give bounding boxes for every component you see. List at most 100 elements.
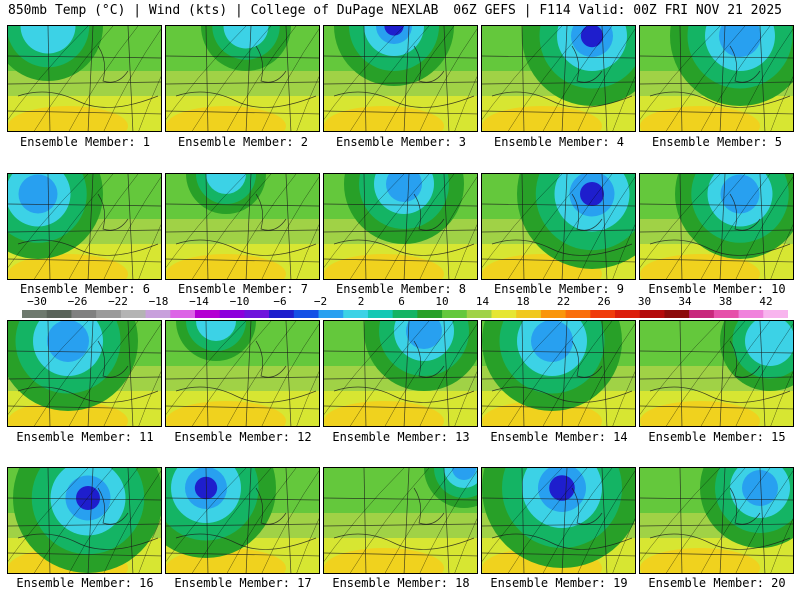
- temperature-field: [324, 321, 477, 426]
- ensemble-member-map: [7, 25, 162, 132]
- ensemble-member-label: Ensemble Member: 7: [177, 282, 309, 296]
- ensemble-member-label: Ensemble Member: 6: [19, 282, 151, 296]
- ensemble-member-label: Ensemble Member: 13: [332, 430, 470, 444]
- ensemble-member-map: [165, 173, 320, 280]
- color-scale-label: 38: [718, 295, 733, 308]
- color-scale-label: 6: [398, 295, 405, 308]
- temperature-field: [324, 174, 477, 279]
- color-scale-swatch: [194, 310, 221, 318]
- ensemble-member-label: Ensemble Member: 14: [490, 430, 628, 444]
- ensemble-member-map: [7, 320, 162, 427]
- color-scale-label: 26: [597, 295, 611, 308]
- ensemble-member-map: [481, 25, 636, 132]
- ensemble-member-map: [165, 25, 320, 132]
- ensemble-member-label: Ensemble Member: 1: [19, 135, 151, 149]
- color-scale-swatch: [689, 310, 715, 318]
- color-scale-label: −6: [273, 295, 287, 308]
- ensemble-member-label: Ensemble Member: 11: [16, 430, 154, 444]
- temperature-field: [324, 468, 477, 573]
- temperature-field: [640, 321, 793, 426]
- color-scale-swatch: [269, 310, 295, 318]
- temperature-color-scale: [22, 310, 788, 318]
- temperature-field: [640, 468, 793, 573]
- color-scale-label: −22: [108, 295, 128, 308]
- color-scale-swatch: [466, 310, 492, 318]
- ensemble-member-label: Ensemble Member: 16: [16, 576, 154, 590]
- color-scale-label: −26: [67, 295, 88, 308]
- color-scale-label: −10: [229, 295, 250, 308]
- ensemble-member-label: Ensemble Member: 20: [648, 576, 786, 590]
- model-valid-time: 06Z GEFS | F114 Valid: 00Z FRI NOV 21 20…: [453, 3, 782, 18]
- ensemble-member-map: [323, 467, 478, 574]
- ensemble-member-label: Ensemble Member: 18: [332, 576, 470, 590]
- color-scale-swatch: [615, 310, 641, 318]
- color-scale-swatch: [120, 310, 147, 318]
- ensemble-member-map: [481, 320, 636, 427]
- ensemble-member-map: [639, 467, 794, 574]
- color-scale-swatch: [763, 310, 788, 318]
- color-scale-swatch: [367, 310, 394, 318]
- ensemble-member-map: [165, 320, 320, 427]
- ensemble-member-label: Ensemble Member: 17: [174, 576, 312, 590]
- color-scale-label: −30: [27, 295, 47, 308]
- color-scale-swatch: [565, 310, 591, 318]
- temperature-field: [482, 26, 635, 131]
- temperature-field: [324, 26, 477, 131]
- color-scale-swatch: [219, 310, 245, 318]
- color-scale-label: 22: [556, 295, 571, 308]
- ensemble-member-label: Ensemble Member: 4: [493, 135, 625, 149]
- color-scale-label: 10: [435, 295, 449, 308]
- color-scale-swatch: [71, 310, 97, 318]
- color-scale-label: −14: [189, 295, 209, 308]
- ensemble-member-map: [323, 25, 478, 132]
- ensemble-member-label: Ensemble Member: 19: [490, 576, 628, 590]
- ensemble-member-map: [481, 173, 636, 280]
- color-scale-swatch: [664, 310, 690, 318]
- temperature-field: [8, 26, 161, 131]
- color-scale-swatch: [738, 310, 764, 318]
- temperature-field: [166, 468, 319, 573]
- chart-title: 850mb Temp (°C) | Wind (kts) | College o…: [8, 3, 439, 18]
- color-scale-label: −2: [313, 295, 328, 308]
- ensemble-member-label: Ensemble Member: 9: [493, 282, 625, 296]
- temperature-field: [8, 321, 161, 426]
- temperature-field: [166, 321, 319, 426]
- color-scale-label: 14: [475, 295, 490, 308]
- color-scale-swatch: [590, 310, 616, 318]
- temperature-field: [640, 26, 793, 131]
- ensemble-member-map: [323, 320, 478, 427]
- temperature-field: [640, 174, 793, 279]
- color-scale-swatch: [713, 310, 740, 318]
- ensemble-member-label: Ensemble Member: 3: [335, 135, 467, 149]
- ensemble-member-map: [7, 467, 162, 574]
- color-scale-swatch: [392, 310, 418, 318]
- color-scale-swatch: [244, 310, 270, 318]
- ensemble-member-map: [323, 173, 478, 280]
- color-scale-swatch: [96, 310, 122, 318]
- color-scale-label: 34: [678, 295, 692, 308]
- temperature-field: [482, 321, 635, 426]
- ensemble-member-map: [165, 467, 320, 574]
- color-scale-swatch: [46, 310, 72, 318]
- color-scale-swatch: [170, 310, 196, 318]
- color-scale-swatch: [293, 310, 320, 318]
- color-scale-swatch: [343, 310, 369, 318]
- temperature-field: [482, 468, 635, 573]
- color-scale-label: 18: [516, 295, 530, 308]
- ensemble-member-map: [7, 173, 162, 280]
- temperature-field: [166, 26, 319, 131]
- color-scale-swatch: [145, 310, 171, 318]
- ensemble-member-map: [639, 25, 794, 132]
- color-scale-swatch: [540, 310, 567, 318]
- ensemble-member-label: Ensemble Member: 2: [177, 135, 309, 149]
- ensemble-member-label: Ensemble Member: 5: [651, 135, 783, 149]
- color-scale-label: 2: [357, 295, 365, 308]
- ensemble-member-map: [639, 320, 794, 427]
- color-scale-swatch: [417, 310, 443, 318]
- ensemble-member-label: Ensemble Member: 8: [335, 282, 467, 296]
- ensemble-member-label: Ensemble Member: 15: [648, 430, 786, 444]
- color-scale-swatch: [442, 310, 468, 318]
- ensemble-member-label: Ensemble Member: 12: [174, 430, 312, 444]
- color-scale-swatch: [516, 310, 542, 318]
- ensemble-member-map: [481, 467, 636, 574]
